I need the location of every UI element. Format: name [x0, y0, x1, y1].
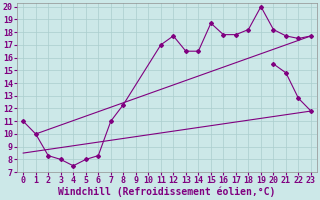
X-axis label: Windchill (Refroidissement éolien,°C): Windchill (Refroidissement éolien,°C) [58, 187, 276, 197]
